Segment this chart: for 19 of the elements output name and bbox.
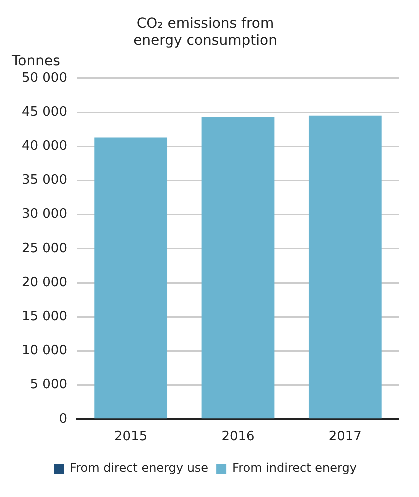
y-tick-label: 50 000 <box>22 70 68 86</box>
legend-label: From direct energy use <box>70 461 209 476</box>
y-tick-label: 35 000 <box>22 173 68 188</box>
y-tick-label: 40 000 <box>22 138 68 154</box>
y-tick-label: 0 <box>59 412 68 427</box>
y-tick-label: 15 000 <box>22 309 68 324</box>
y-tick-label: 30 000 <box>22 207 68 222</box>
y-tick-label: 25 000 <box>22 241 68 256</box>
y-tick-label: 20 000 <box>22 275 68 290</box>
text: CO₂ emissions from <box>136 16 274 32</box>
y-tick-label: 45 000 <box>22 104 68 120</box>
x-tick-label: 2017 <box>328 430 362 445</box>
y-axis-title: Tonnes <box>11 54 60 70</box>
x-tick-label: 2015 <box>114 430 148 445</box>
x-tick-label: 2016 <box>222 430 255 445</box>
text: energy consumption <box>134 32 278 49</box>
y-tick-label: 5 000 <box>30 378 68 393</box>
legend-label: From indirect energy <box>232 461 357 476</box>
y-tick-label: 10 000 <box>22 344 68 359</box>
